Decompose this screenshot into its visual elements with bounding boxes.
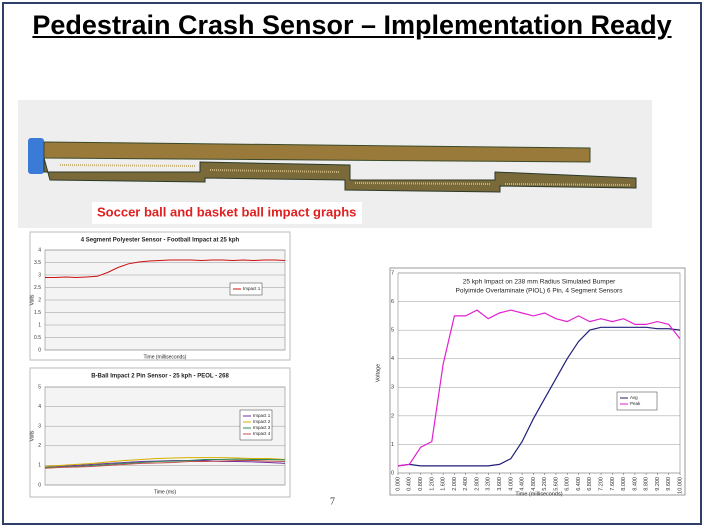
x-tick-label: 4.800 bbox=[531, 477, 537, 491]
y-tick-label: 0 bbox=[391, 470, 394, 476]
x-tick-label: 2.400 bbox=[463, 477, 469, 491]
title-box: Pedestrain Crash Sensor – Implementation… bbox=[32, 10, 672, 40]
legend-label: Impact 3 bbox=[253, 425, 271, 430]
x-tick-label: 8.400 bbox=[632, 477, 638, 491]
y-tick-label: 1 bbox=[38, 463, 41, 469]
y-tick-label: 7 bbox=[391, 270, 394, 276]
x-tick-label: 0.000 bbox=[395, 477, 401, 491]
legend bbox=[239, 409, 273, 441]
series-line bbox=[44, 460, 286, 469]
y-tick-label: 4 bbox=[391, 356, 394, 362]
y-tick-label: 1.5 bbox=[34, 310, 41, 316]
y-tick-label: 6 bbox=[391, 299, 394, 305]
y-tick-label: 0.5 bbox=[34, 335, 41, 341]
series-line bbox=[44, 458, 286, 468]
y-tick-label: 5 bbox=[391, 328, 394, 334]
y-tick-label: 3 bbox=[391, 385, 394, 391]
x-tick-label: 8.000 bbox=[621, 477, 627, 491]
y-tick-label: 1 bbox=[391, 442, 394, 448]
caption-bg bbox=[92, 202, 362, 224]
series-line bbox=[45, 259, 286, 279]
page-number: 7 bbox=[330, 496, 335, 507]
strip-top bbox=[43, 141, 591, 163]
x-tick-label: 7.600 bbox=[610, 477, 616, 491]
slide-title: Pedestrain Crash Sensor – Implementation… bbox=[32, 10, 672, 40]
x-tick-label: 4.000 bbox=[508, 477, 514, 491]
y-tick-label: 0 bbox=[38, 347, 41, 353]
series-line bbox=[397, 326, 681, 467]
legend-label: Peak bbox=[630, 401, 641, 406]
legend-label: Avg bbox=[630, 395, 638, 400]
x-tick-label: 3.600 bbox=[497, 477, 503, 491]
y-tick-label: 2 bbox=[38, 297, 41, 303]
y-axis-label: Volts bbox=[29, 430, 35, 441]
y-tick-label: 4 bbox=[38, 404, 41, 410]
x-tick-label: 7.200 bbox=[598, 477, 604, 491]
y-tick-label: 1 bbox=[38, 322, 41, 328]
x-tick-label: 3.200 bbox=[486, 477, 492, 491]
x-tick-label: 9.600 bbox=[666, 477, 672, 491]
x-tick-label: 9.200 bbox=[655, 477, 661, 491]
x-axis-label: Time (milliseconds) bbox=[144, 354, 187, 360]
chart-title: 4 Segment Polyester Sensor - Football Im… bbox=[81, 238, 240, 244]
chart-title: 25 kph Impact on 238 mm Radius Simulated… bbox=[463, 279, 616, 286]
y-tick-label: 2 bbox=[38, 443, 41, 449]
y-tick-label: 4 bbox=[38, 247, 41, 253]
x-tick-label: 6.400 bbox=[576, 477, 582, 491]
x-tick-label: 5.600 bbox=[553, 477, 559, 491]
legend-label: Impact 1 bbox=[253, 413, 271, 418]
y-tick-label: 0 bbox=[38, 482, 41, 488]
x-tick-label: 2.800 bbox=[474, 477, 480, 491]
y-tick-label: 3 bbox=[38, 272, 41, 278]
x-tick-label: 0.400 bbox=[407, 477, 413, 491]
y-tick-label: 5 bbox=[38, 384, 41, 390]
chart-subtitle: Polyimide Overlaminate (PIOL) 6 Pin, 4 S… bbox=[456, 288, 624, 295]
x-tick-label: 4.400 bbox=[520, 477, 526, 491]
sensor-photo: Soccer ball and basket ball impact graph… bbox=[18, 100, 652, 228]
legend-label: Impact 1 bbox=[243, 286, 261, 291]
y-tick-label: 2.5 bbox=[34, 285, 41, 291]
strip-bottom bbox=[43, 157, 637, 193]
x-tick-label: 0.800 bbox=[418, 477, 424, 491]
x-axis-label: Time (ms) bbox=[154, 489, 177, 495]
x-tick-label: 1.600 bbox=[441, 477, 447, 491]
x-tick-label: 8.800 bbox=[644, 477, 650, 491]
x-axis-label: Time (milliseconds) bbox=[515, 491, 562, 497]
legend-label: Impact 2 bbox=[253, 419, 271, 424]
plot-area bbox=[397, 272, 681, 474]
x-tick-label: 1.200 bbox=[429, 477, 435, 491]
x-tick-label: 5.200 bbox=[542, 477, 548, 491]
y-tick-label: 3.5 bbox=[34, 260, 41, 266]
legend-label: Impact 4 bbox=[253, 431, 271, 436]
y-axis-label: Voltage bbox=[375, 364, 381, 382]
y-tick-label: 2 bbox=[391, 413, 394, 419]
x-tick-label: 10.000 bbox=[677, 477, 683, 494]
series-line bbox=[397, 309, 681, 467]
caption: Soccer ball and basket ball impact graph… bbox=[97, 204, 356, 219]
legend bbox=[616, 391, 658, 411]
legend bbox=[229, 282, 263, 296]
y-axis-label: Volts bbox=[29, 294, 35, 305]
chart-title: B-Ball Impact 2 Pin Sensor - 25 kph - PE… bbox=[91, 374, 229, 380]
series-line bbox=[44, 457, 286, 467]
x-tick-label: 6.800 bbox=[587, 477, 593, 491]
x-tick-label: 2.000 bbox=[452, 477, 458, 491]
connector bbox=[28, 138, 44, 174]
y-tick-label: 3 bbox=[38, 424, 41, 430]
x-tick-label: 6.000 bbox=[565, 477, 571, 491]
